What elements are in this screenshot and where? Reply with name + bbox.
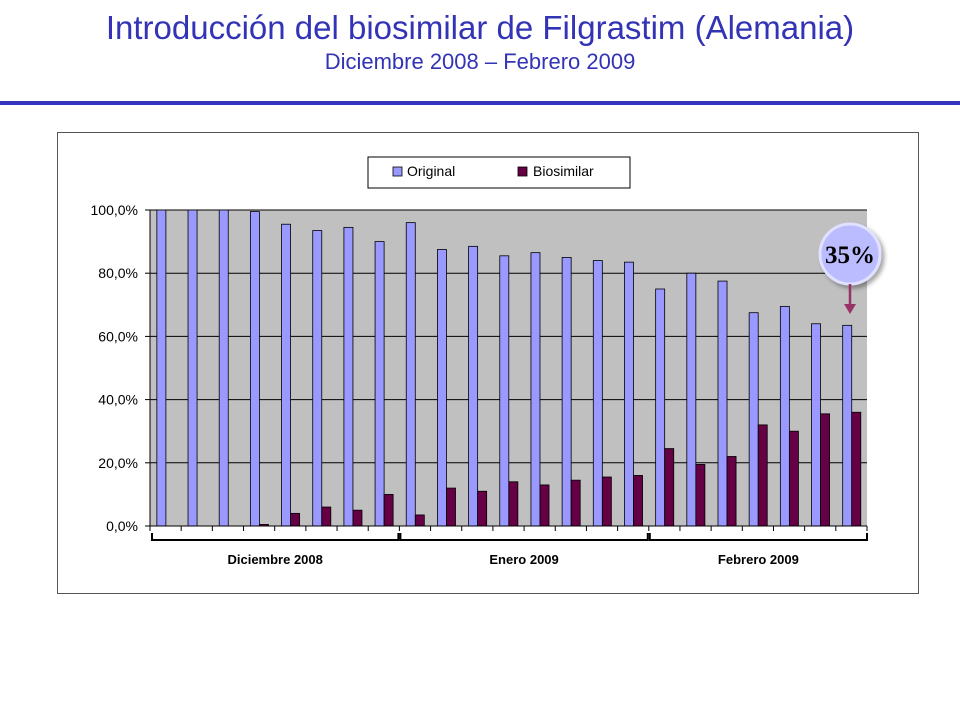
period-label: Enero 2009	[489, 552, 558, 567]
bar-original	[343, 226, 354, 527]
x-axis: Diciembre 2008 Enero 2009 Febrero 2009	[149, 525, 868, 567]
bar-biosimilar	[508, 481, 519, 527]
bar-original	[530, 252, 541, 527]
callout-arrow-head	[844, 304, 856, 314]
legend-swatch-biosimilar	[517, 166, 528, 177]
bar-biosimilar	[446, 487, 456, 527]
bar-biosimilar	[820, 413, 830, 527]
callout-label: 35%	[825, 242, 875, 269]
bar-original	[842, 324, 853, 527]
bar-original	[717, 280, 728, 527]
title-divider	[0, 101, 960, 105]
period-label: Febrero 2009	[718, 552, 799, 567]
bar-original	[811, 323, 821, 527]
bar-original	[437, 249, 447, 527]
bar-biosimilar	[695, 463, 706, 527]
page-subtitle: Diciembre 2008 – Febrero 2009	[324, 49, 636, 74]
bar-biosimilar	[290, 512, 301, 527]
y-tick-label: 40,0%	[98, 392, 138, 408]
legend-swatch-original	[392, 166, 403, 177]
bar-original	[218, 209, 229, 527]
bar-biosimilar	[601, 476, 612, 527]
bar-biosimilar	[726, 456, 737, 527]
bar-original	[312, 230, 323, 527]
bar-original	[624, 261, 634, 527]
bar-biosimilar	[383, 493, 394, 527]
page-title: Introducción del biosimilar de Filgrasti…	[105, 9, 855, 46]
bar-original	[374, 241, 385, 527]
y-tick-label: 60,0%	[98, 328, 138, 344]
legend-box	[367, 156, 631, 189]
period-bracket	[399, 533, 649, 541]
bar-biosimilar	[788, 430, 799, 527]
callout: 35%	[818, 222, 882, 314]
bar-biosimilar	[414, 514, 425, 527]
bar-original	[468, 245, 479, 527]
bar-biosimilar	[352, 509, 363, 527]
legend: Original Biosimilar	[367, 156, 631, 189]
y-tick-label: 20,0%	[98, 455, 138, 471]
legend-label-biosimilar: Biosimilar	[533, 163, 594, 179]
legend-label-original: Original	[407, 163, 455, 179]
y-tick-label: 80,0%	[98, 265, 138, 281]
period-bracket	[648, 533, 868, 541]
bar-biosimilar	[851, 411, 862, 527]
y-tick-label: 0,0%	[106, 518, 138, 534]
bar-biosimilar	[757, 424, 768, 527]
y-tick-label: 100,0%	[91, 202, 138, 218]
bar-original	[249, 211, 260, 527]
bar-original	[561, 256, 572, 527]
bar-original	[592, 260, 603, 527]
bar-biosimilar	[321, 506, 332, 527]
bar-biosimilar	[664, 448, 675, 527]
period-bracket	[151, 533, 400, 541]
bar-original	[499, 255, 510, 527]
bar-biosimilar	[477, 490, 488, 527]
bar-original	[779, 305, 790, 527]
period-label: Diciembre 2008	[227, 552, 322, 567]
bar-original	[655, 288, 666, 527]
bar-original	[187, 209, 198, 527]
bar-biosimilar	[633, 475, 643, 527]
bar-original	[686, 272, 697, 527]
bar-original	[748, 312, 759, 527]
bar-biosimilar	[539, 484, 550, 527]
y-axis: 0,0% 20,0% 40,0% 60,0% 80,0% 100,0%	[91, 202, 151, 534]
bar-original	[405, 222, 416, 527]
bar-biosimilar	[570, 479, 581, 527]
bar-original	[281, 223, 291, 527]
bar-original	[156, 209, 167, 527]
